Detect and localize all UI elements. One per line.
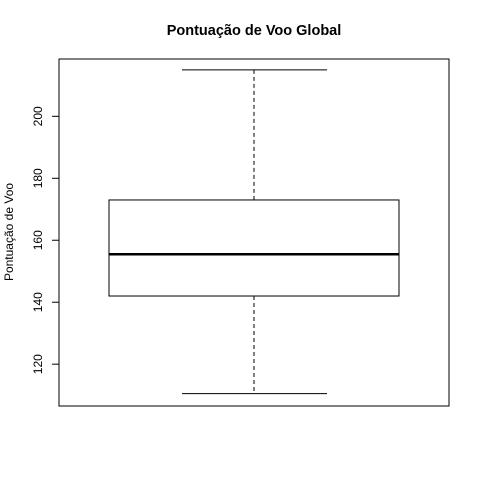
y-tick-label: 120 [31, 354, 45, 374]
y-tick-label: 200 [31, 106, 45, 126]
y-tick-label: 160 [31, 230, 45, 250]
box-element [108, 69, 400, 395]
y-axis-label: Pontuação de Voo [2, 183, 16, 281]
interquartile-box [108, 199, 400, 297]
y-axis: 120 140 160 180 200 [31, 106, 60, 374]
chart-title: Pontuação de Voo Global [167, 23, 342, 39]
y-tick-label: 140 [31, 292, 45, 312]
y-tick-label: 180 [31, 168, 45, 188]
